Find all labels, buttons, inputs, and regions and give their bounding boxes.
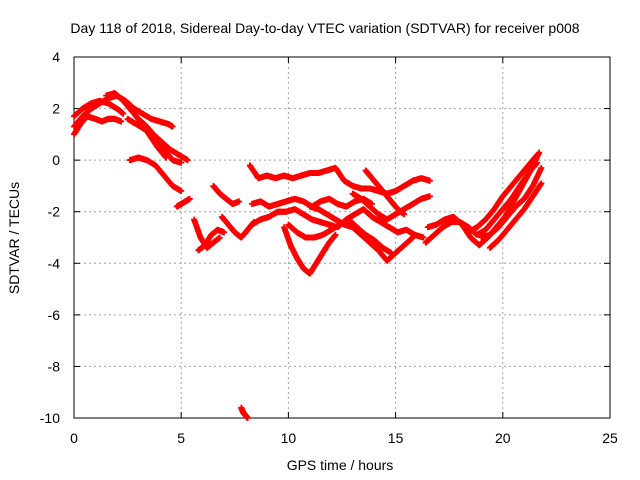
data-point [534,151,541,158]
data-point [538,164,545,171]
axis-ticks [73,56,611,419]
data-point [169,123,176,130]
data-point [426,193,433,200]
data-point [420,234,427,241]
y-tick-label: -10 [40,410,60,426]
y-tick-label: -4 [48,255,61,271]
x-tick-label: 5 [177,430,185,446]
data-point [401,211,408,218]
x-tick-label: 25 [602,430,618,446]
data-point [332,231,339,238]
y-tick-label: -8 [48,358,61,374]
data-point [236,198,243,205]
y-tick-label: 4 [52,49,60,65]
x-tick-label: 0 [70,430,78,446]
plot-frame [73,56,611,419]
x-tick-label: 10 [281,430,297,446]
y-tick-label: 2 [52,101,60,117]
y-tick-label: -2 [48,204,61,220]
data-point [216,234,223,241]
data-point [244,415,251,421]
x-tick-labels: 0 5 10 15 20 25 [70,430,618,446]
data-point [178,159,185,166]
grid-lines [74,57,610,418]
data-point [120,110,127,117]
data-point [118,118,125,125]
y-tick-label: -6 [48,307,61,323]
x-tick-label: 20 [495,430,511,446]
data-point [184,157,191,164]
y-tick-label: 0 [52,152,60,168]
data-point [538,180,545,187]
data-point [186,195,193,202]
data-point [221,229,228,236]
y-axis-label: SDTVAR / TECUs [6,182,22,294]
y-tick-labels: -10 -8 -6 -4 -2 0 2 4 [40,49,60,426]
data-point [426,177,433,184]
data-points [71,90,545,421]
x-tick-label: 15 [388,430,404,446]
chart-title: Day 118 of 2018, Sidereal Day-to-day VTE… [70,20,579,36]
data-point [178,188,185,195]
x-axis-label: GPS time / hours [287,457,394,473]
data-point [409,234,416,241]
